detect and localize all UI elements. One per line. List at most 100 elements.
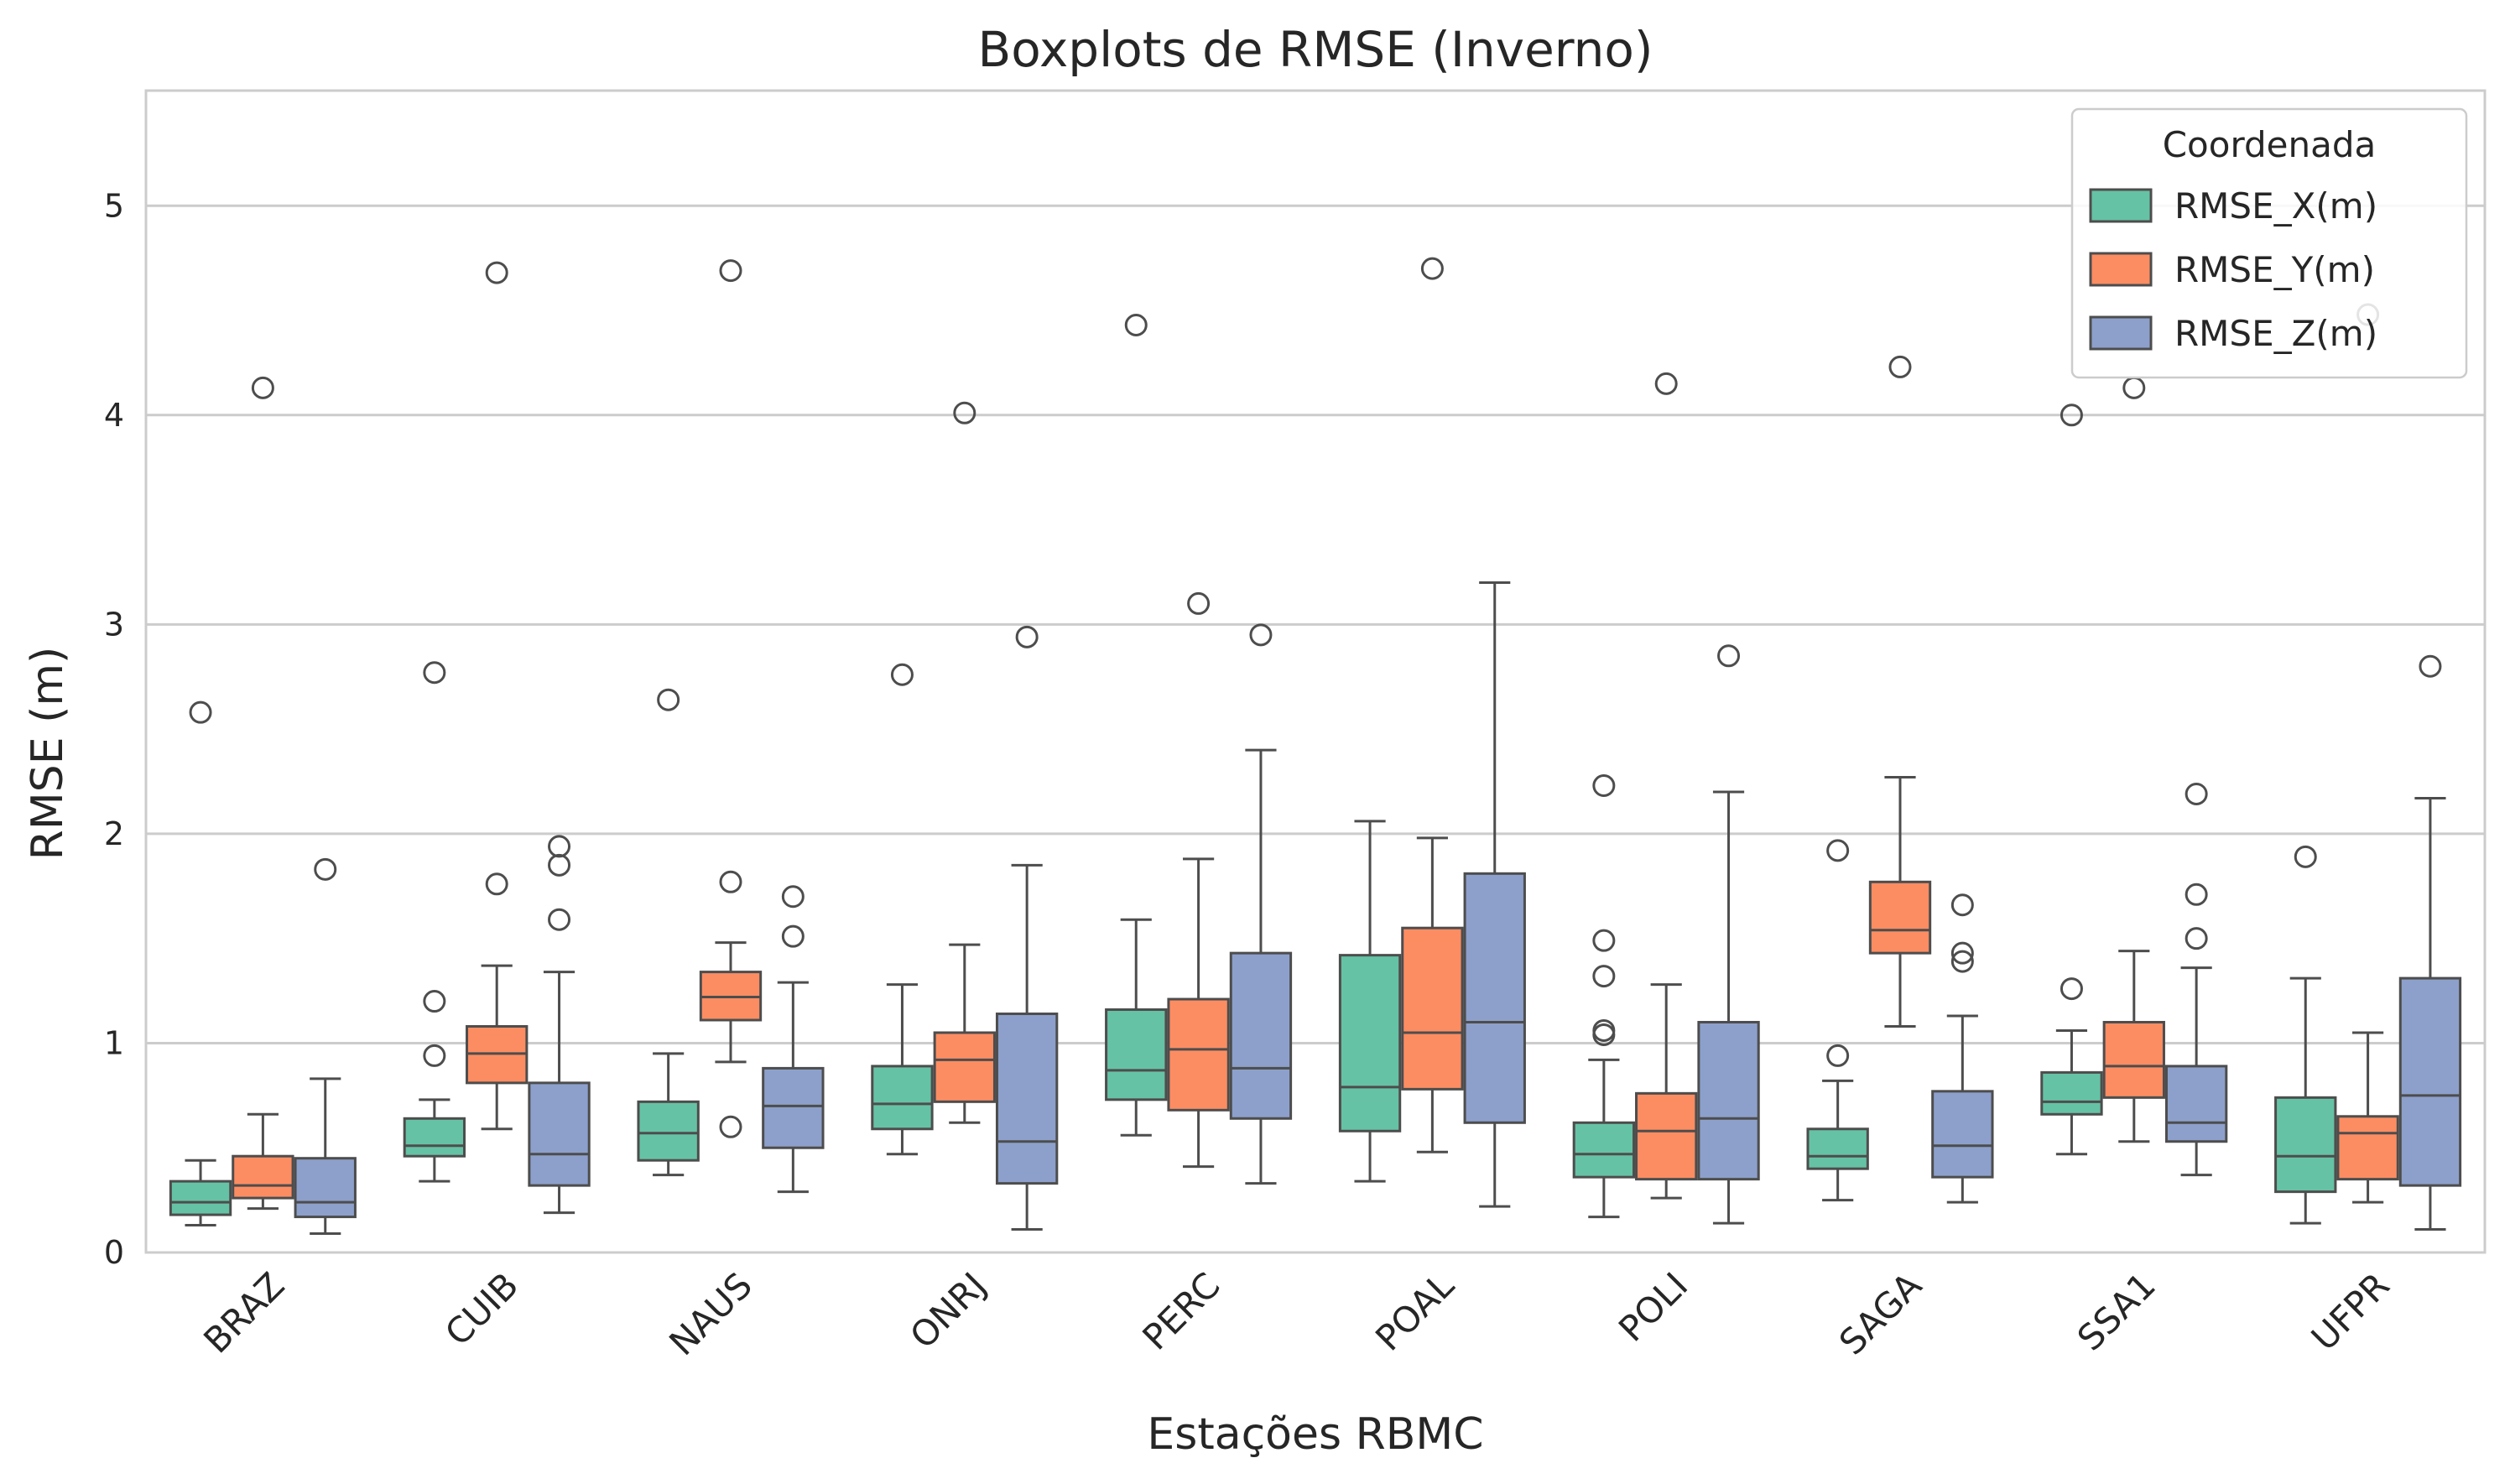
box-iqr xyxy=(1697,1020,1760,1181)
box-group xyxy=(169,700,232,1227)
box-iqr xyxy=(528,1081,591,1187)
box-group xyxy=(699,259,763,1138)
box-group xyxy=(2040,404,2103,1156)
outlier-point xyxy=(423,661,446,685)
box-iqr xyxy=(1931,1090,1994,1179)
x-tick-label: SAGA xyxy=(1831,1264,1929,1362)
outlier-point xyxy=(1592,965,1616,988)
box-group xyxy=(995,625,1059,1231)
box-group xyxy=(1931,893,1994,1204)
x-tick-label: POLI xyxy=(1611,1264,1695,1349)
box-iqr xyxy=(169,1179,232,1216)
box-group xyxy=(1229,623,1293,1185)
box-group xyxy=(2164,782,2228,1177)
outlier-point xyxy=(1592,1018,1616,1042)
x-tick-label: CUIB xyxy=(437,1264,526,1353)
outlier-point xyxy=(781,885,805,909)
box-group xyxy=(1338,820,1402,1183)
y-tick-label: 1 xyxy=(104,1024,124,1061)
box-group xyxy=(1697,644,1760,1225)
y-tick-label: 2 xyxy=(104,815,124,852)
x-tick-label: UFPR xyxy=(2304,1264,2398,1358)
x-tick-label: BRAZ xyxy=(195,1264,292,1361)
box-iqr xyxy=(2164,1065,2228,1143)
outlier-point xyxy=(189,700,212,724)
legend-swatch xyxy=(2089,252,2153,287)
grid-lines xyxy=(146,204,2485,1044)
outlier-point xyxy=(1826,1044,1850,1067)
box-group xyxy=(232,376,294,1211)
y-axis-label: RMSE (m) xyxy=(23,647,73,861)
outlier-point xyxy=(485,872,508,896)
box-iqr xyxy=(2102,1020,2165,1099)
outlier-point xyxy=(2060,977,2083,1001)
box-group xyxy=(294,857,357,1236)
x-axis-ticks: BRAZ CUIB NAUS ONRJ PERC POAL POLI SAGA SSA1 UFPR xyxy=(195,1264,2397,1363)
outlier-point xyxy=(2185,927,2208,950)
box-iqr xyxy=(1463,872,1526,1124)
box-group xyxy=(1635,372,1698,1200)
legend-swatch xyxy=(2089,188,2153,223)
box-group xyxy=(871,663,934,1156)
box-iqr xyxy=(2398,976,2462,1187)
outlier-point xyxy=(251,376,274,399)
legend-title: Coordenada xyxy=(2163,124,2377,165)
box-group xyxy=(2398,654,2462,1231)
outlier-point xyxy=(657,688,680,711)
box-group xyxy=(466,261,529,1131)
outlier-point xyxy=(2122,376,2146,399)
y-tick-label: 3 xyxy=(104,606,124,643)
box-iqr xyxy=(1167,997,1230,1112)
outlier-point xyxy=(719,259,742,283)
outlier-point xyxy=(1249,623,1273,647)
legend-swatch xyxy=(2089,315,2153,351)
box-iqr xyxy=(933,1031,996,1103)
x-axis-label: Estações RBMC xyxy=(1147,1409,1483,1460)
outlier-point xyxy=(1420,257,1444,280)
box-group xyxy=(1868,355,1932,1028)
box-iqr xyxy=(1868,880,1932,955)
outlier-point xyxy=(890,663,914,686)
y-tick-label: 5 xyxy=(104,187,124,224)
box-group xyxy=(2274,845,2337,1225)
box-iqr xyxy=(2040,1070,2103,1116)
box-group xyxy=(403,661,466,1183)
legend: Coordenada RMSE_X(m) RMSE_Y(m) RMSE_Z(m) xyxy=(2070,107,2468,379)
outlier-point xyxy=(548,853,571,877)
outlier-point xyxy=(485,261,508,284)
box-group xyxy=(528,835,591,1215)
box-iqr xyxy=(403,1117,466,1158)
x-tick-label: ONRJ xyxy=(902,1264,994,1356)
outlier-point xyxy=(719,870,742,893)
outlier-point xyxy=(1717,644,1741,668)
outlier-point xyxy=(1950,941,1974,965)
legend-label: RMSE_X(m) xyxy=(2174,185,2377,227)
outlier-point xyxy=(1950,893,1974,917)
box-iqr xyxy=(1105,1008,1168,1101)
outlier-point xyxy=(548,908,571,931)
box-iqr xyxy=(762,1066,825,1149)
y-tick-label: 0 xyxy=(104,1234,124,1271)
box-iqr xyxy=(1338,954,1402,1133)
box-group xyxy=(1167,591,1230,1169)
box-group xyxy=(1105,313,1168,1137)
box-iqr xyxy=(995,1013,1059,1185)
outlier-point xyxy=(719,1115,742,1138)
outlier-point xyxy=(1950,950,1974,973)
box-group xyxy=(1463,581,1526,1208)
box-iqr xyxy=(637,1100,700,1162)
box-iqr xyxy=(2274,1096,2337,1194)
plot-frame xyxy=(144,89,2487,1254)
outlier-point xyxy=(1015,625,1039,648)
box-iqr xyxy=(1806,1127,1869,1170)
outlier-point xyxy=(1187,591,1211,615)
box-iqr xyxy=(1229,951,1293,1120)
box-groups xyxy=(169,257,2462,1236)
outlier-point xyxy=(1826,839,1850,862)
box-iqr xyxy=(871,1065,934,1131)
outlier-point xyxy=(1592,929,1616,952)
outlier-point xyxy=(2185,782,2208,805)
outlier-point xyxy=(781,924,805,948)
x-tick-label: SSA1 xyxy=(2070,1264,2164,1358)
